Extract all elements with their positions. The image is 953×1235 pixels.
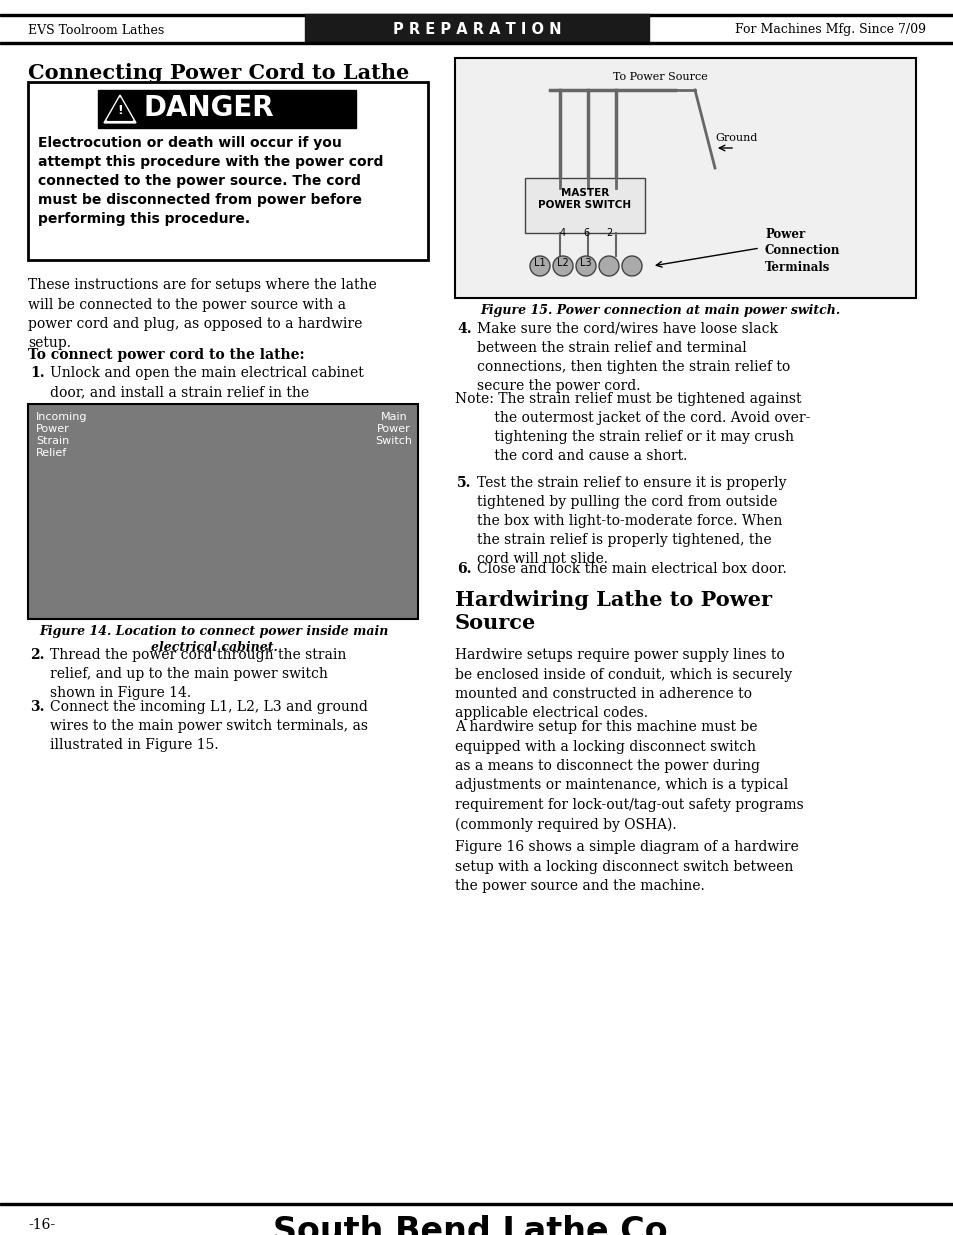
Text: EVS Toolroom Lathes: EVS Toolroom Lathes	[28, 23, 164, 37]
Text: Close and lock the main electrical box door.: Close and lock the main electrical box d…	[476, 562, 786, 576]
Text: 3.: 3.	[30, 700, 45, 714]
Polygon shape	[104, 95, 136, 124]
Polygon shape	[107, 98, 132, 120]
Text: P R E P A R A T I O N: P R E P A R A T I O N	[393, 22, 560, 37]
Text: Incoming
Power
Strain
Relief: Incoming Power Strain Relief	[36, 412, 88, 458]
Text: 2: 2	[605, 228, 612, 238]
Text: Main
Power
Switch: Main Power Switch	[375, 412, 412, 446]
Text: 6: 6	[582, 228, 588, 238]
Text: 1.: 1.	[30, 366, 45, 380]
Text: Figure 15. Power connection at main power switch.: Figure 15. Power connection at main powe…	[480, 304, 840, 317]
Text: -16-: -16-	[28, 1218, 55, 1233]
Text: Test the strain relief to ensure it is properly
tightened by pulling the cord fr: Test the strain relief to ensure it is p…	[476, 475, 785, 566]
Bar	[0, 14, 953, 16]
Text: Hardwire setups require power supply lines to
be enclosed inside of conduit, whi: Hardwire setups require power supply lin…	[455, 648, 791, 720]
Text: For Machines Mfg. Since 7/09: For Machines Mfg. Since 7/09	[734, 23, 925, 37]
Bar	[455, 58, 915, 298]
Text: 4: 4	[559, 228, 565, 238]
Text: 6.: 6.	[456, 562, 471, 576]
Text: A hardwire setup for this machine must be
equipped with a locking disconnect swi: A hardwire setup for this machine must b…	[455, 720, 803, 832]
Text: !: !	[117, 104, 123, 117]
Circle shape	[530, 256, 550, 275]
Text: Ground: Ground	[714, 133, 757, 143]
Text: Connect the incoming L1, L2, L3 and ground
wires to the main power switch termin: Connect the incoming L1, L2, L3 and grou…	[50, 700, 368, 752]
Text: L3: L3	[579, 258, 591, 268]
Text: MASTER
POWER SWITCH: MASTER POWER SWITCH	[537, 188, 631, 210]
Text: Thread the power cord through the strain
relief, and up to the main power switch: Thread the power cord through the strain…	[50, 648, 346, 700]
Text: Power
Connection
Terminals: Power Connection Terminals	[764, 228, 840, 274]
Text: 4.: 4.	[456, 322, 471, 336]
Circle shape	[598, 256, 618, 275]
Text: To connect power cord to the lathe:: To connect power cord to the lathe:	[28, 348, 304, 362]
Text: Note: The strain relief must be tightened against
         the outermost jacket : Note: The strain relief must be tightene…	[455, 391, 809, 463]
Text: Make sure the cord/wires have loose slack
between the strain relief and terminal: Make sure the cord/wires have loose slac…	[476, 322, 789, 393]
Text: South Bend Lathe Co.: South Bend Lathe Co.	[274, 1215, 679, 1235]
Text: To Power Source: To Power Source	[613, 72, 707, 82]
Circle shape	[621, 256, 641, 275]
Text: 2.: 2.	[30, 648, 45, 662]
Text: L1: L1	[534, 258, 545, 268]
Bar	[0, 1203, 953, 1205]
Bar	[0, 42, 953, 44]
Text: L2: L2	[557, 258, 568, 268]
Circle shape	[576, 256, 596, 275]
Text: Unlock and open the main electrical cabinet
door, and install a strain relief in: Unlock and open the main electrical cabi…	[50, 366, 363, 417]
Text: Figure 14. Location to connect power inside main
electrical cabinet.: Figure 14. Location to connect power ins…	[39, 625, 388, 655]
Circle shape	[553, 256, 573, 275]
Bar	[98, 90, 355, 128]
Text: Electrocution or death will occur if you
attempt this procedure with the power c: Electrocution or death will occur if you…	[38, 136, 383, 226]
Text: Connecting Power Cord to Lathe: Connecting Power Cord to Lathe	[28, 63, 409, 83]
Text: Hardwiring Lathe to Power
Source: Hardwiring Lathe to Power Source	[455, 590, 771, 634]
Bar	[524, 178, 644, 233]
Text: These instructions are for setups where the lathe
will be connected to the power: These instructions are for setups where …	[28, 278, 376, 351]
Text: 5.: 5.	[456, 475, 471, 490]
Text: DANGER: DANGER	[144, 94, 274, 122]
Bar	[305, 14, 648, 42]
Bar	[28, 82, 428, 261]
Bar	[28, 404, 417, 619]
Text: Figure 16 shows a simple diagram of a hardwire
setup with a locking disconnect s: Figure 16 shows a simple diagram of a ha…	[455, 840, 798, 893]
